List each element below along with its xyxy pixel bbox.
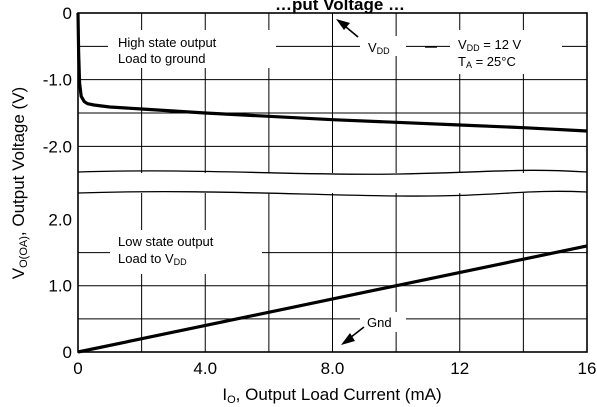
gnd-arrowhead	[341, 333, 355, 345]
y-tick-label-bottom: 1.0	[48, 277, 72, 296]
gnd-arrow-label: Gnd	[367, 315, 392, 330]
low-state-label-line1: Low state output	[118, 234, 214, 249]
y-tick-label-bottom: 2.0	[48, 210, 72, 229]
x-tick-label: 8.0	[321, 359, 345, 378]
y-tick-label-top: 0	[63, 4, 72, 23]
axis-break-upper-wave	[77, 169, 588, 175]
x-tick-label: 0	[73, 359, 82, 378]
axis-break-lower-wave	[77, 190, 588, 197]
x-axis-label: IO, Output Load Current (mA)	[222, 385, 441, 406]
plot-frame	[77, 12, 588, 353]
x-tick-label: 16	[578, 359, 597, 378]
high-state-label-line2: Load to ground	[118, 51, 205, 66]
axis-break	[77, 169, 588, 197]
annotation-backgrounds	[108, 30, 562, 332]
y-axis-label: VO(OA), Output Voltage (V)	[9, 87, 30, 279]
low-state-label-line2: Load to VDD	[118, 251, 187, 267]
series-low-state-line	[77, 244, 588, 354]
x-tick-label: 12	[450, 359, 469, 378]
tick-layer: 0 4.0 8.0 12 16 0 -1.0 -2.0 0 1.0 2.0	[43, 4, 597, 378]
vdd-arrowhead	[336, 19, 350, 30]
series-layer	[76, 12, 588, 354]
chart-title: …put Voltage …	[275, 0, 405, 14]
x-tick-label: 4.0	[193, 359, 217, 378]
condition-ta: TA = 25°C	[458, 54, 516, 70]
y-tick-label-top: -2.0	[43, 137, 72, 156]
axis-break-band	[78, 173, 587, 193]
high-state-label-line1: High state output	[118, 35, 217, 50]
series-high-state-line	[76, 12, 588, 133]
y-tick-label-top: -1.0	[43, 71, 72, 90]
annotations: High state output Load to ground VDD VDD…	[118, 19, 522, 345]
condition-vdd: VDD = 12 V	[458, 37, 522, 53]
y-tick-label-bottom: 0	[63, 343, 72, 362]
vdd-arrow-label: VDD	[368, 40, 390, 56]
